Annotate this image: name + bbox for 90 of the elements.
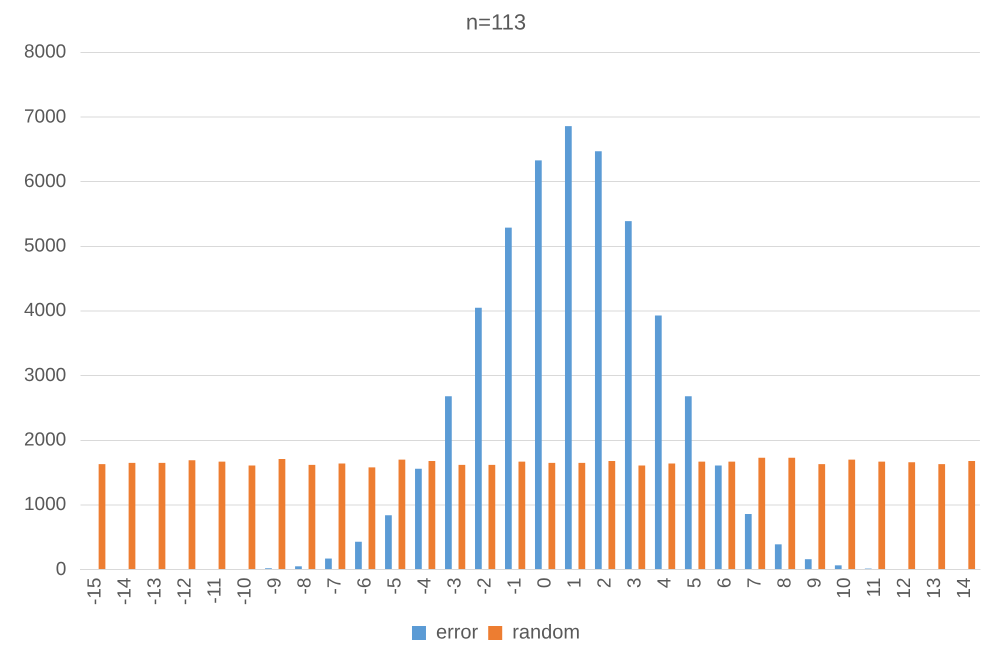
bar: [804, 559, 812, 570]
x-tick-label: 8: [774, 578, 796, 588]
x-tick-label: -14: [114, 577, 136, 606]
bar: [295, 566, 302, 570]
x-tick-label: 4: [654, 577, 676, 588]
x-tick-label: 0: [534, 578, 556, 588]
bar: [788, 458, 796, 570]
x-tick-label: -8: [294, 578, 316, 594]
x-tick-label: -2: [474, 578, 496, 594]
x-tick-label: 11: [864, 578, 886, 598]
bar: [325, 558, 332, 570]
bar: [158, 462, 166, 570]
y-tick-label: 7000: [24, 106, 66, 128]
x-tick-label: 6: [714, 578, 736, 588]
bar: [638, 465, 646, 570]
legend-label: error: [436, 622, 479, 644]
bar: [398, 460, 406, 570]
bar: [278, 459, 286, 570]
bar: [578, 462, 586, 570]
bar: [908, 462, 916, 570]
x-tick-label: -9: [264, 578, 286, 594]
y-tick-label: 5000: [24, 236, 66, 257]
bar: [668, 464, 676, 570]
bar: [505, 228, 512, 570]
bar: [758, 458, 766, 570]
x-tick-label: 3: [624, 578, 646, 588]
bar: [564, 126, 572, 570]
x-tick-label: 2: [594, 578, 616, 588]
bar: [968, 460, 976, 570]
bar: [878, 462, 886, 570]
bar: [654, 315, 662, 570]
x-tick-label: -1: [504, 578, 526, 594]
bar: [445, 396, 452, 570]
x-tick-label: -4: [414, 577, 436, 594]
bar: [248, 465, 256, 570]
bar: [188, 460, 196, 570]
bar: [744, 514, 752, 570]
bar: [728, 462, 736, 570]
bar: [834, 565, 842, 570]
bar: [518, 462, 526, 570]
bar: [428, 460, 436, 570]
bar: [594, 151, 602, 570]
bar: [385, 515, 392, 570]
x-tick-label: -5: [384, 578, 406, 594]
bar: [548, 462, 556, 570]
chart-title: n=113: [466, 9, 526, 34]
bar: [818, 464, 826, 570]
bar: [338, 464, 346, 570]
y-tick-label: 3000: [24, 364, 66, 386]
x-tick-label: 14: [954, 577, 976, 599]
legend-label: random: [512, 622, 580, 644]
x-tick-label: -13: [144, 578, 166, 606]
x-tick-label: -10: [234, 578, 256, 606]
bar: [774, 544, 782, 570]
x-tick-label: 7: [744, 578, 766, 588]
bar: [698, 462, 706, 570]
x-tick-label: 5: [684, 578, 706, 588]
bar: [684, 396, 692, 570]
bar: [608, 460, 616, 570]
bar: [128, 462, 136, 570]
x-tick-label: 10: [834, 578, 856, 599]
bar: [624, 221, 632, 570]
bar: [98, 464, 106, 570]
bar: [368, 467, 376, 570]
y-tick-label: 1000: [24, 494, 66, 516]
bar: [848, 460, 856, 570]
bar: [475, 308, 482, 570]
x-tick-label: 1: [564, 578, 586, 588]
x-tick-label: -11: [204, 578, 226, 604]
bar: [458, 464, 466, 570]
x-tick-label: -3: [444, 578, 466, 594]
x-tick-label: 12: [894, 578, 916, 599]
bar: [355, 542, 362, 570]
x-tick-label: 9: [804, 578, 826, 588]
bar: [534, 160, 542, 570]
bar: [488, 464, 496, 570]
y-tick-label: 6000: [24, 170, 66, 192]
y-tick-label: 4000: [24, 300, 66, 322]
x-tick-label: -7: [324, 578, 346, 594]
bar: [714, 465, 722, 570]
x-tick-label: -15: [84, 578, 106, 606]
y-tick-label: 8000: [24, 42, 66, 63]
bar: [415, 468, 422, 570]
bar: [938, 464, 946, 570]
x-tick-label: -12: [174, 578, 196, 606]
y-tick-label: 2000: [24, 429, 66, 450]
x-tick-label: 13: [924, 578, 946, 599]
bar: [218, 462, 226, 570]
bar: [308, 464, 316, 570]
x-tick-label: -6: [354, 578, 376, 594]
